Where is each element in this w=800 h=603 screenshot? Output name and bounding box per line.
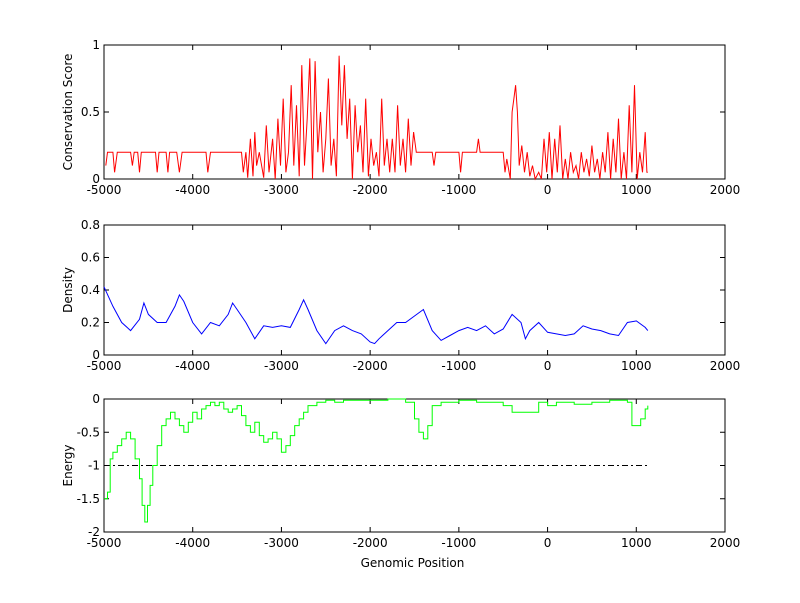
x-tick-label: 0 (544, 183, 552, 197)
y-tick-label: 0 (92, 172, 100, 186)
x-tick-label: -1000 (441, 183, 476, 197)
x-tick-label: 1000 (621, 536, 652, 550)
y-tick-label: 0.2 (81, 316, 100, 330)
x-tick-label: 1000 (621, 183, 652, 197)
y-tick-label: 0 (92, 348, 100, 362)
x-tick-label: -2000 (353, 536, 388, 550)
y-tick-label: -1.5 (77, 492, 100, 506)
x-tick-label: -1000 (441, 536, 476, 550)
y-axis-label: Conservation Score (61, 54, 75, 171)
x-tick-label: -1000 (441, 359, 476, 373)
y-tick-label: 0 (92, 392, 100, 406)
y-tick-label: 0.5 (81, 105, 100, 119)
y-tick-label: 0.8 (81, 218, 100, 232)
x-tick-label: 2000 (710, 183, 741, 197)
x-tick-label: -3000 (264, 183, 299, 197)
x-tick-label: -4000 (175, 536, 210, 550)
y-tick-label: -0.5 (77, 425, 100, 439)
y-tick-label: -1 (88, 459, 100, 473)
x-tick-label: 2000 (710, 359, 741, 373)
x-tick-label: -3000 (264, 536, 299, 550)
x-tick-label: 0 (544, 359, 552, 373)
x-tick-label: 0 (544, 536, 552, 550)
x-tick-label: -4000 (175, 359, 210, 373)
x-tick-label: -2000 (353, 183, 388, 197)
y-axis-label: Density (61, 267, 75, 313)
x-axis-label: Genomic Position (361, 556, 465, 570)
y-tick-label: 0.4 (81, 283, 100, 297)
x-tick-label: -4000 (175, 183, 210, 197)
x-tick-label: -2000 (353, 359, 388, 373)
y-tick-label: 1 (92, 38, 100, 52)
y-tick-label: -2 (88, 525, 100, 539)
x-tick-label: -3000 (264, 359, 299, 373)
x-tick-label: 1000 (621, 359, 652, 373)
y-tick-label: 0.6 (81, 251, 100, 265)
y-axis-label: Energy (61, 444, 75, 486)
x-tick-label: 2000 (710, 536, 741, 550)
axes-box (104, 225, 725, 355)
